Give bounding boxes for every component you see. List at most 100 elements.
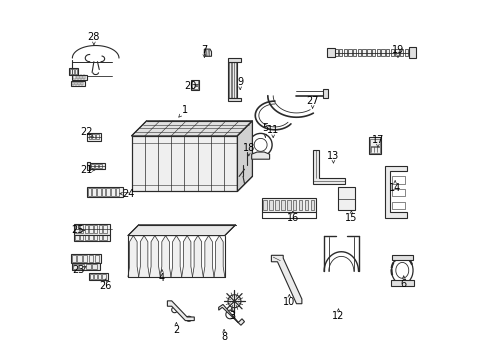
Bar [106,188,110,196]
Bar [88,273,108,280]
Bar [79,264,84,269]
Bar [262,200,266,211]
Bar [78,82,80,85]
Bar [399,49,403,56]
Polygon shape [251,152,269,159]
Bar [280,200,284,211]
Text: 25: 25 [71,225,84,235]
Text: 6: 6 [400,279,406,289]
Bar [95,164,98,168]
Text: 14: 14 [388,183,401,193]
Bar [394,49,398,56]
Bar [99,235,102,240]
Bar [94,255,99,262]
Polygon shape [182,235,192,277]
Text: 11: 11 [266,125,279,135]
Bar [408,47,415,58]
Bar [70,69,72,74]
Bar [72,82,74,85]
Text: 10: 10 [283,297,295,307]
Polygon shape [139,235,149,277]
Bar [371,49,374,56]
Bar [89,225,93,233]
Bar [83,255,87,262]
Bar [80,225,83,233]
Polygon shape [214,235,224,277]
Bar [75,235,79,240]
Text: 28: 28 [87,32,100,42]
Text: 21: 21 [81,165,93,175]
Bar [391,202,404,209]
Bar [81,82,83,85]
Bar [73,264,78,269]
Bar [357,49,361,56]
Bar [88,188,91,196]
Polygon shape [390,280,413,286]
Bar [89,163,104,169]
Bar [70,81,85,86]
Polygon shape [192,235,203,277]
Text: 22: 22 [81,127,93,136]
Bar [87,133,101,140]
Text: 12: 12 [331,311,344,321]
Bar [72,255,76,262]
Polygon shape [171,235,182,277]
Bar [88,134,91,139]
Bar [286,200,290,211]
Bar [116,188,119,196]
Polygon shape [160,235,171,277]
Bar [98,274,101,279]
Polygon shape [128,225,235,235]
Text: 27: 27 [306,96,318,106]
Bar [96,134,99,139]
Bar [85,264,90,269]
Polygon shape [128,235,139,277]
Bar [261,198,315,212]
Bar [343,49,346,56]
Bar [310,200,314,211]
Bar [94,225,97,233]
Polygon shape [131,121,252,136]
Bar [74,234,110,241]
Text: 15: 15 [345,213,357,222]
Bar [89,274,93,279]
Bar [92,134,95,139]
Bar [99,164,102,168]
Bar [94,274,97,279]
Polygon shape [131,136,237,192]
Text: 18: 18 [242,143,254,153]
Bar [369,139,379,145]
Polygon shape [218,305,244,325]
Bar [368,137,380,154]
Bar [111,188,115,196]
Text: 24: 24 [122,189,134,199]
Bar [376,49,379,56]
Bar [75,69,77,74]
Bar [92,188,96,196]
Text: 7: 7 [201,45,207,55]
Polygon shape [228,58,241,62]
Polygon shape [312,150,344,184]
Bar [191,84,197,89]
Bar [97,188,101,196]
Text: 23: 23 [73,265,85,275]
Bar [75,225,79,233]
Polygon shape [149,235,160,277]
Text: 26: 26 [99,281,111,291]
Bar [72,263,100,270]
Polygon shape [271,255,301,304]
Bar [103,225,106,233]
Polygon shape [203,235,214,277]
Text: 20: 20 [184,81,197,91]
Bar [298,200,302,211]
Bar [87,162,90,170]
Text: 3: 3 [228,311,235,320]
Polygon shape [237,121,252,192]
Polygon shape [384,166,407,218]
Bar [86,187,122,197]
Bar [72,69,74,74]
Bar [322,89,327,98]
Bar [268,200,272,211]
Text: 19: 19 [391,45,403,55]
Text: 5: 5 [262,123,268,133]
